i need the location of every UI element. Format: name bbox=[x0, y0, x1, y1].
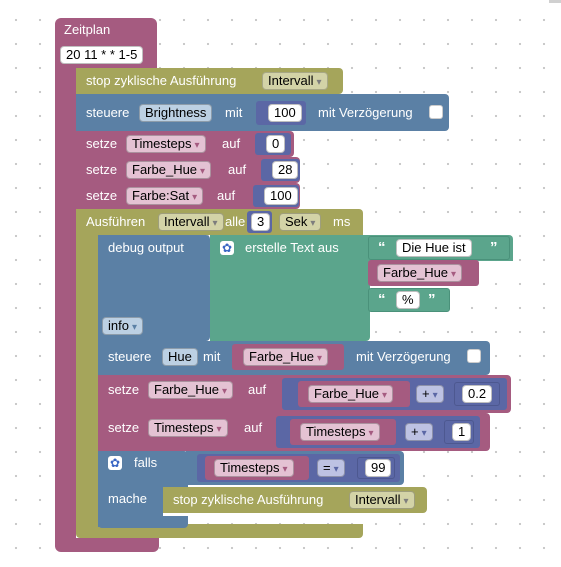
set-sat-var-dropdown[interactable]: Farbe:Sat ▾ bbox=[126, 187, 204, 205]
interval-block-arm bbox=[76, 233, 98, 527]
interval-unit-dropdown[interactable]: Sek ▾ bbox=[279, 213, 322, 231]
chevron-down-icon: ▾ bbox=[216, 424, 222, 435]
control-label: steuere bbox=[86, 105, 130, 120]
chevron-down-icon: ▾ bbox=[451, 269, 457, 280]
control-value-field[interactable]: 100 bbox=[268, 104, 302, 122]
interval-var-dropdown[interactable]: Intervall ▾ bbox=[158, 213, 224, 231]
debug-level-dropdown[interactable]: info ▾ bbox=[102, 317, 143, 335]
chevron-down-icon: ▾ bbox=[382, 390, 388, 401]
chevron-down-icon: ▾ bbox=[212, 218, 218, 229]
quote-close-icon: ” bbox=[428, 291, 436, 308]
chevron-down-icon: ▾ bbox=[333, 464, 339, 475]
interval-every-label: alle bbox=[225, 214, 246, 229]
chevron-down-icon: ▾ bbox=[131, 322, 137, 333]
set-to-label: auf bbox=[222, 136, 241, 151]
control-with-label: mit bbox=[203, 349, 221, 364]
debug-label: debug output bbox=[108, 240, 184, 255]
increment-hue-var-dropdown[interactable]: Farbe_Hue ▾ bbox=[148, 381, 234, 399]
text-var-dropdown[interactable]: Farbe_Hue ▾ bbox=[377, 264, 463, 282]
control-with-label: mit bbox=[225, 105, 243, 120]
set-label: setze bbox=[86, 136, 118, 151]
chevron-down-icon: ▾ bbox=[432, 390, 438, 401]
set-to-label: auf bbox=[217, 188, 236, 203]
if-op-dropdown[interactable]: = ▾ bbox=[317, 459, 345, 477]
text-join-label: erstelle Text aus bbox=[245, 240, 339, 255]
chevron-down-icon: ▾ bbox=[421, 428, 427, 439]
chevron-down-icon: ▾ bbox=[282, 464, 288, 475]
schedule-title: Zeitplan bbox=[64, 22, 111, 37]
control-delay-label: mit Verzögerung bbox=[356, 349, 451, 364]
text-join-bottom bbox=[210, 313, 370, 341]
increment-timesteps-value[interactable]: 1 bbox=[452, 423, 472, 441]
if-value-field[interactable]: 99 bbox=[365, 459, 392, 477]
set-sat-value[interactable]: 100 bbox=[264, 187, 298, 205]
if-block-bottom bbox=[98, 516, 188, 528]
stop-interval-label: stop zyklische Ausführung bbox=[173, 492, 324, 507]
delay-checkbox[interactable] bbox=[429, 105, 443, 119]
set-hue-var-dropdown[interactable]: Farbe_Hue ▾ bbox=[126, 161, 212, 179]
interval-label: Ausführen bbox=[86, 214, 146, 229]
set-label: setze bbox=[86, 188, 118, 203]
quote-open-icon: “ bbox=[378, 291, 386, 308]
set-to-label: auf bbox=[248, 382, 267, 397]
increment-timesteps-var-dropdown[interactable]: Timesteps ▾ bbox=[148, 419, 228, 437]
text-join-arm bbox=[210, 259, 370, 315]
increment-hue-value[interactable]: 0.2 bbox=[462, 385, 493, 403]
do-label: mache bbox=[108, 491, 148, 506]
cron-field[interactable]: 20 11 * * 1-5 bbox=[60, 46, 144, 64]
chevron-down-icon: ▾ bbox=[222, 386, 228, 397]
chevron-down-icon: ▾ bbox=[316, 77, 322, 88]
increment-hue-operand-dropdown[interactable]: Farbe_Hue ▾ bbox=[308, 385, 394, 403]
if-label: falls bbox=[134, 455, 158, 470]
increment-timesteps-operand-dropdown[interactable]: Timesteps ▾ bbox=[300, 423, 380, 441]
set-to-label: auf bbox=[228, 162, 247, 177]
set-label: setze bbox=[86, 162, 118, 177]
text-literal-field[interactable]: Die Hue ist bbox=[396, 239, 472, 257]
stop-interval-var-dropdown[interactable]: Intervall ▾ bbox=[349, 491, 415, 509]
quote-open-icon: “ bbox=[378, 239, 386, 256]
control-device-field[interactable]: Brightness bbox=[139, 104, 213, 122]
increment-hue-op-dropdown[interactable]: + ▾ bbox=[416, 385, 444, 403]
text-percent-field[interactable]: % bbox=[396, 291, 420, 309]
if-var-dropdown[interactable]: Timesteps ▾ bbox=[214, 459, 294, 477]
chevron-down-icon: ▾ bbox=[368, 428, 374, 439]
chevron-down-icon: ▾ bbox=[403, 496, 409, 507]
stop-interval-label: stop zyklische Ausführung bbox=[86, 73, 237, 88]
set-timesteps-var-dropdown[interactable]: Timesteps ▾ bbox=[126, 135, 206, 153]
set-to-label: auf bbox=[244, 420, 263, 435]
chevron-down-icon: ▾ bbox=[317, 353, 323, 364]
chevron-down-icon: ▾ bbox=[192, 192, 198, 203]
stop-interval-var-dropdown[interactable]: Intervall ▾ bbox=[262, 72, 328, 90]
chevron-down-icon: ▾ bbox=[200, 166, 206, 177]
delay-checkbox[interactable] bbox=[467, 349, 481, 363]
control-label: steuere bbox=[108, 349, 152, 364]
set-label: setze bbox=[108, 382, 140, 397]
scrollbar[interactable] bbox=[549, 0, 561, 3]
interval-unit2-label: ms bbox=[333, 214, 351, 229]
set-hue-value[interactable]: 28 bbox=[272, 161, 299, 179]
interval-value[interactable]: 3 bbox=[251, 213, 271, 231]
gear-icon[interactable]: ✿ bbox=[220, 241, 234, 255]
chevron-down-icon: ▾ bbox=[310, 218, 316, 229]
increment-timesteps-op-dropdown[interactable]: + ▾ bbox=[405, 423, 433, 441]
set-label: setze bbox=[108, 420, 140, 435]
control-device-field[interactable]: Hue bbox=[162, 348, 198, 366]
quote-close-icon: ” bbox=[490, 239, 498, 256]
set-timesteps-value[interactable]: 0 bbox=[266, 135, 286, 153]
schedule-block-arm bbox=[55, 68, 76, 545]
chevron-down-icon: ▾ bbox=[194, 140, 200, 151]
control-delay-label: mit Verzögerung bbox=[318, 105, 413, 120]
control-var-dropdown[interactable]: Farbe_Hue ▾ bbox=[243, 348, 329, 366]
schedule-block-bottom bbox=[55, 538, 159, 552]
gear-icon[interactable]: ✿ bbox=[108, 456, 122, 470]
